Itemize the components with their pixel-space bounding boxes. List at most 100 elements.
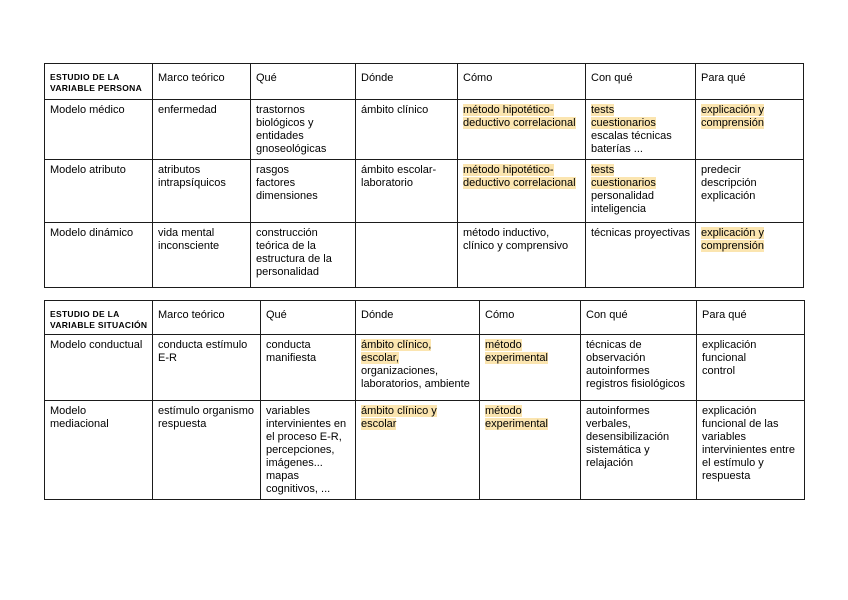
cell-text: Modelo médico — [50, 104, 125, 116]
row-label: Modelo dinámico — [44, 222, 153, 288]
cell-text: factores — [256, 177, 296, 189]
cell-text: ESTUDIO DE LA — [50, 309, 120, 319]
cell-text: vida mental inconsciente — [158, 227, 220, 252]
table-row: Modelo atributo atributos intrapsíquicos r… — [44, 159, 804, 223]
column-header: Qué — [250, 63, 356, 100]
cell-text: ámbito clínico — [361, 104, 429, 116]
cell-text: VARIABLE PERSONA — [50, 83, 143, 93]
highlighted-text: ámbito clínico y escolar — [361, 405, 437, 430]
table-cell: explicación funcional de las variables i… — [696, 400, 805, 500]
cell-text: Para qué — [702, 309, 747, 321]
table-cell: estímulo organismo respuesta — [152, 400, 261, 500]
row-label: Modelo conductual — [44, 334, 153, 401]
table-row: Modelo conductual conducta estímulo E-R co… — [44, 334, 805, 401]
cell-text: organizaciones, laboratorios, ambiente — [361, 365, 470, 390]
row-label: Modelo atributo — [44, 159, 153, 223]
highlighted-text: tests — [591, 164, 615, 176]
table-cell: enfermedad — [152, 99, 251, 160]
row-label: Modelo médico — [44, 99, 153, 160]
cell-text: Cómo — [463, 72, 493, 84]
cell-text: Para qué — [701, 72, 746, 84]
cell-text: Marco teórico — [158, 309, 225, 321]
cell-text: descripción — [701, 177, 757, 189]
table-cell: ámbito clínico, escolar, organizaciones, l… — [355, 334, 480, 401]
table-cell: técnicas proyectivas — [585, 222, 696, 288]
table-cell: variables intervinientes en el proceso E… — [260, 400, 356, 500]
table-row: Modelo mediacional estímulo organismo resp… — [44, 400, 805, 500]
cell-text: Modelo — [50, 405, 87, 417]
cell-text: explicación — [702, 339, 757, 351]
data-table: ESTUDIO DE LA VARIABLE SITUACIÓN Marco teó… — [44, 300, 805, 500]
table-cell: autoinformes verbales, desensibilización… — [580, 400, 697, 500]
highlighted-text: método hipotético-deductivo correlaciona… — [463, 164, 576, 189]
cell-text: Marco teórico — [158, 72, 225, 84]
highlighted-text: ámbito clínico, — [361, 339, 432, 351]
highlighted-text: escolar, — [361, 352, 399, 364]
column-header: Marco teórico — [152, 300, 261, 335]
cell-text: variables intervinientes en el proceso E… — [266, 405, 347, 495]
cell-text: enfermedad — [158, 104, 217, 116]
cell-text: método inductivo, clínico y comprensivo — [463, 227, 569, 252]
table-cell: vida mental inconsciente — [152, 222, 251, 288]
table-cell: método hipotético-deductivo correlaciona… — [457, 99, 586, 160]
table-cell: ámbito escolar-laboratorio — [355, 159, 458, 223]
column-header: Cómo — [479, 300, 581, 335]
cell-text: Dónde — [361, 72, 394, 84]
highlighted-text: cuestionarios — [591, 117, 656, 129]
highlighted-text: tests — [591, 104, 615, 116]
highlighted-text: método experimental — [485, 339, 548, 364]
cell-text: Modelo conductual — [50, 339, 143, 351]
column-header: Qué — [260, 300, 356, 335]
table-title: ESTUDIO DE LA VARIABLE PERSONA — [44, 63, 153, 100]
table-cell — [355, 222, 458, 288]
cell-text: técnicas de observación — [586, 339, 646, 364]
row-label: Modelo mediacional — [44, 400, 153, 500]
highlighted-text: método experimental — [485, 405, 548, 430]
header-row: ESTUDIO DE LA VARIABLE PERSONA Marco teóri… — [44, 63, 804, 100]
column-header: Con qué — [585, 63, 696, 100]
table-cell: ámbito clínico — [355, 99, 458, 160]
header-row: ESTUDIO DE LA VARIABLE SITUACIÓN Marco teó… — [44, 300, 805, 335]
cell-text: estímulo organismo respuesta — [158, 405, 254, 430]
cell-text: laboratorio — [361, 177, 413, 189]
cell-text: autoinformes — [586, 365, 650, 377]
cell-text: Dónde — [361, 309, 394, 321]
cell-text: ámbito escolar- — [361, 164, 437, 176]
cell-text: control — [702, 365, 736, 377]
cell-text: escalas técnicas baterías ... — [591, 130, 672, 155]
table-cell: trastornos biológicos y entidades gnoseo… — [250, 99, 356, 160]
table-cell: método experimental — [479, 334, 581, 401]
cell-text: explicación — [701, 190, 756, 202]
cell-text: registros fisiológicos — [586, 378, 686, 390]
column-header: Para qué — [695, 63, 804, 100]
column-header: Con qué — [580, 300, 697, 335]
cell-text: explicación funcional de las variables i… — [702, 405, 795, 482]
highlighted-text: explicación y comprensión — [701, 227, 764, 252]
cell-text: técnicas proyectivas — [591, 227, 691, 239]
cell-text: conducta manifiesta — [266, 339, 317, 364]
table-row: Modelo médico enfermedad trastornos biológ… — [44, 99, 804, 160]
table-cell: tests cuestionarios personalidad inteligen… — [585, 159, 696, 223]
table-cell: método experimental — [479, 400, 581, 500]
table-cell: rasgos factores dimensiones — [250, 159, 356, 223]
column-header: Cómo — [457, 63, 586, 100]
cell-text: Qué — [266, 309, 287, 321]
cell-text: ESTUDIO DE LA — [50, 72, 120, 82]
highlighted-text: cuestionarios — [591, 177, 656, 189]
cell-text: Qué — [256, 72, 277, 84]
table-cell: explicación y comprensión — [695, 222, 804, 288]
table-cell: atributos intrapsíquicos — [152, 159, 251, 223]
cell-text: autoinformes verbales, desensibilización… — [586, 405, 670, 469]
column-header: Dónde — [355, 300, 480, 335]
table-cell: explicación funcional control — [696, 334, 805, 401]
cell-text: atributos intrapsíquicos — [158, 164, 226, 189]
table-cell: ámbito clínico y escolar — [355, 400, 480, 500]
cell-text: funcional — [702, 352, 747, 364]
cell-text: mediacional — [50, 418, 109, 430]
table-cell: conducta manifiesta — [260, 334, 356, 401]
cell-text: VARIABLE SITUACIÓN — [50, 320, 148, 330]
table-cell: construcción teórica de la estructura de… — [250, 222, 356, 288]
table-cell: método hipotético-deductivo correlaciona… — [457, 159, 586, 223]
table-cell: tests cuestionarios escalas técnicas bater… — [585, 99, 696, 160]
